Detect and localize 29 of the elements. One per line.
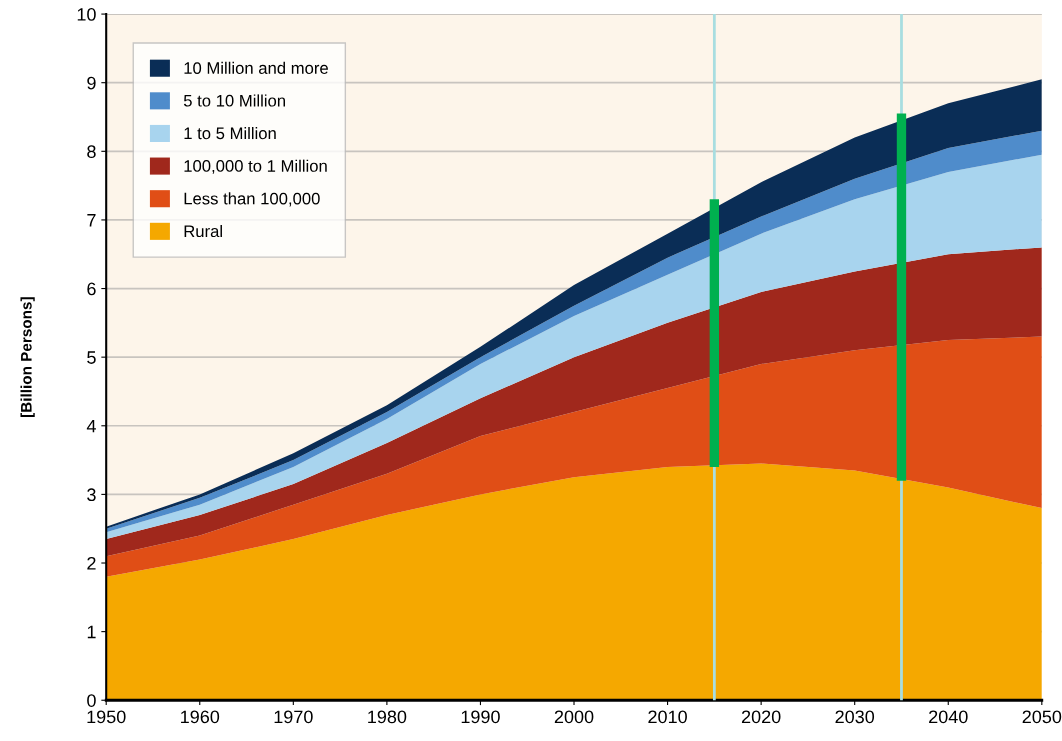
x-tick-label: 2030 (835, 710, 875, 724)
y-tick-label: 4 (86, 419, 96, 433)
y-tick-label: 1 (87, 625, 96, 639)
y-axis-title: [Billion Persons] (20, 297, 35, 417)
legend-label: 5 to 10 Million (183, 94, 285, 107)
y-tick-label: 10 (77, 8, 96, 21)
legend-label: 1 to 5 Million (184, 127, 276, 140)
legend-label: 100,000 to 1 Million (184, 159, 327, 174)
legend-label: Rural (184, 224, 222, 238)
x-tick-label: 2010 (648, 710, 687, 724)
x-tick-label: 1960 (181, 710, 220, 724)
y-tick-label: 9 (87, 76, 96, 90)
y-tick-label: 8 (87, 145, 96, 159)
x-tick-label: 1990 (461, 710, 500, 724)
y-tick-label: 7 (87, 214, 96, 227)
x-tick-label: 2040 (929, 710, 968, 724)
x-tick-label: 1970 (274, 710, 313, 724)
legend-label: 10 Million and more (184, 61, 328, 74)
y-tick-label: 0 (87, 694, 96, 707)
y-tick-label: 3 (87, 488, 96, 502)
y-tick-label: 5 (87, 351, 96, 364)
x-tick-label: 1950 (87, 710, 126, 724)
legend-label: Less than 100,000 (184, 192, 320, 207)
x-tick-label: 2050 (1022, 710, 1062, 724)
x-tick-label: 2000 (554, 710, 594, 724)
y-tick-label: 6 (87, 282, 96, 296)
x-tick-label: 2020 (741, 710, 781, 724)
y-tick-label: 2 (87, 556, 96, 570)
x-tick-label: 1980 (368, 710, 407, 724)
